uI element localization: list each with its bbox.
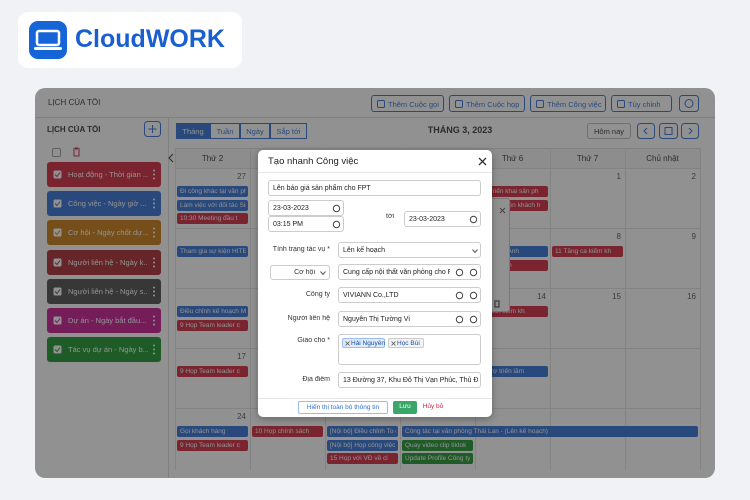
- end-date-input-text: 23-03-2023: [409, 216, 445, 223]
- start-date-input[interactable]: 23-03-2023: [268, 200, 344, 216]
- subject-input[interactable]: Lên báo giá sản phẩm cho FPT: [268, 180, 481, 196]
- field-input-text: VIVIANN Co.,LTD: [343, 292, 399, 299]
- tag-remove: [391, 341, 396, 346]
- save-label: Lưu: [399, 403, 411, 410]
- input-icon: [469, 215, 478, 224]
- field-input[interactable]: 13 Đường 37, Khu Đô Thị Vạn Phúc, Thủ Đứ: [338, 372, 481, 388]
- tag-remove: [345, 341, 350, 346]
- assignee-tag[interactable]: Hải Nguyễn: [342, 338, 385, 348]
- field-label: Tình trạng tác vụ *: [272, 246, 330, 253]
- field-label: Người liên hệ: [287, 315, 330, 322]
- tag-label: Hải Nguyễn: [351, 340, 385, 347]
- field-input-text: Lên kế hoạch: [343, 247, 386, 254]
- input-icon: [455, 291, 464, 300]
- input-icon: [469, 315, 478, 324]
- end-date-input[interactable]: 23-03-2023: [404, 211, 481, 227]
- opportunity-select[interactable]: Cơ hội: [270, 265, 330, 280]
- assignee-tag[interactable]: Học Bùi: [388, 338, 424, 348]
- field-input[interactable]: Cung cấp nội thất văn phòng cho F: [338, 264, 481, 280]
- subject-input-text: Lên báo giá sản phẩm cho FPT: [273, 185, 371, 192]
- start-time-input[interactable]: 03:15 PM: [268, 216, 344, 232]
- input-icon: [455, 315, 464, 324]
- modal-divider: [258, 172, 492, 173]
- field-input[interactable]: VIVIANN Co.,LTD: [338, 287, 481, 303]
- cancel-button[interactable]: Hủy bỏ: [420, 401, 446, 414]
- field-input[interactable]: Nguyễn Thị Tường Vi: [338, 311, 481, 327]
- input-icon: [469, 291, 478, 300]
- start-time-input-text: 03:15 PM: [273, 221, 303, 228]
- assignee-input[interactable]: Hải Nguyễn Học Bùi: [338, 334, 481, 365]
- to-label: tới: [386, 213, 395, 220]
- input-icon: [455, 268, 464, 277]
- field-label: Giao cho *: [297, 337, 330, 344]
- quick-task-modal: Tạo nhanh Công việc Lên báo giá sản phẩm …: [258, 150, 492, 417]
- select-chevron: [472, 249, 478, 254]
- field-input-text: Cung cấp nội thất văn phòng cho F: [343, 269, 450, 276]
- input-icon: [332, 204, 341, 213]
- input-icon: [332, 220, 341, 229]
- tag-label: Học Bùi: [397, 340, 420, 347]
- start-date-input-text: 23-03-2023: [273, 205, 309, 212]
- modal-footer-divider: [258, 398, 492, 399]
- field-input-text: Nguyễn Thị Tường Vi: [343, 316, 410, 323]
- field-label: Cơ hội: [294, 269, 315, 276]
- field-label: Công ty: [305, 291, 330, 298]
- modal-close: [478, 157, 487, 166]
- field-input-text: 13 Đường 37, Khu Đô Thị Vạn Phúc, Thủ Đứ: [343, 377, 478, 384]
- brand-name: CloudWORK: [75, 25, 225, 53]
- logo-icon: [29, 21, 67, 59]
- select-chevron: [320, 271, 326, 276]
- cancel-label: Hủy bỏ: [422, 403, 444, 410]
- show-all-button[interactable]: Hiển thị toàn bộ thông tin: [298, 401, 388, 414]
- show-all-label: Hiển thị toàn bộ thông tin: [306, 404, 380, 411]
- field-label: Địa điểm: [302, 376, 330, 383]
- field-input[interactable]: Lên kế hoạch: [338, 242, 481, 258]
- modal-title: Tạo nhanh Công việc: [268, 156, 359, 167]
- input-icon: [469, 268, 478, 277]
- save-button[interactable]: Lưu: [393, 401, 417, 414]
